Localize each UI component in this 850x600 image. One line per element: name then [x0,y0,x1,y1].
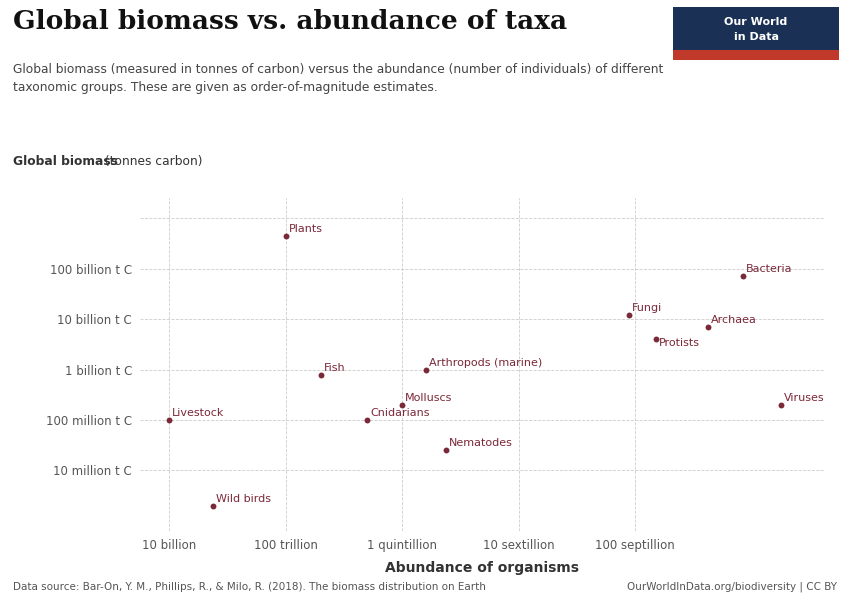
Bar [673,50,839,60]
Text: Protists: Protists [659,338,700,349]
Point [622,310,636,320]
Point [314,370,327,379]
Text: Data source: Bar-On, Y. M., Phillips, R., & Milo, R. (2018). The biomass distrib: Data source: Bar-On, Y. M., Phillips, R.… [13,582,485,592]
Text: Global biomass: Global biomass [13,155,117,168]
Text: Plants: Plants [289,224,323,234]
Text: Archaea: Archaea [711,314,757,325]
Text: in Data: in Data [734,32,779,42]
Text: Fish: Fish [324,362,345,373]
Text: Nematodes: Nematodes [449,438,513,448]
Point [701,322,715,331]
X-axis label: Abundance of organisms: Abundance of organisms [385,560,580,575]
Text: Global biomass (measured in tonnes of carbon) versus the abundance (number of in: Global biomass (measured in tonnes of ca… [13,63,663,94]
Point [649,334,662,344]
Text: Wild birds: Wild birds [216,494,271,504]
Text: Arthropods (marine): Arthropods (marine) [428,358,541,368]
Point [162,415,176,425]
Point [736,271,750,281]
Text: Fungi: Fungi [632,303,663,313]
Point [395,400,409,410]
Point [439,445,453,455]
Text: Molluscs: Molluscs [405,393,452,403]
Text: OurWorldInData.org/biodiversity | CC BY: OurWorldInData.org/biodiversity | CC BY [627,582,837,592]
Point [360,415,374,425]
Text: Cnidarians: Cnidarians [371,408,430,418]
Text: Global biomass vs. abundance of taxa: Global biomass vs. abundance of taxa [13,9,567,34]
Point [419,365,433,374]
Text: Our World: Our World [724,17,788,27]
Text: Viruses: Viruses [784,393,824,403]
Point [279,231,292,241]
Text: Bacteria: Bacteria [746,264,792,274]
Text: Livestock: Livestock [173,408,224,418]
Point [207,501,220,511]
Point [774,400,788,410]
Text: (tonnes carbon): (tonnes carbon) [101,155,202,168]
